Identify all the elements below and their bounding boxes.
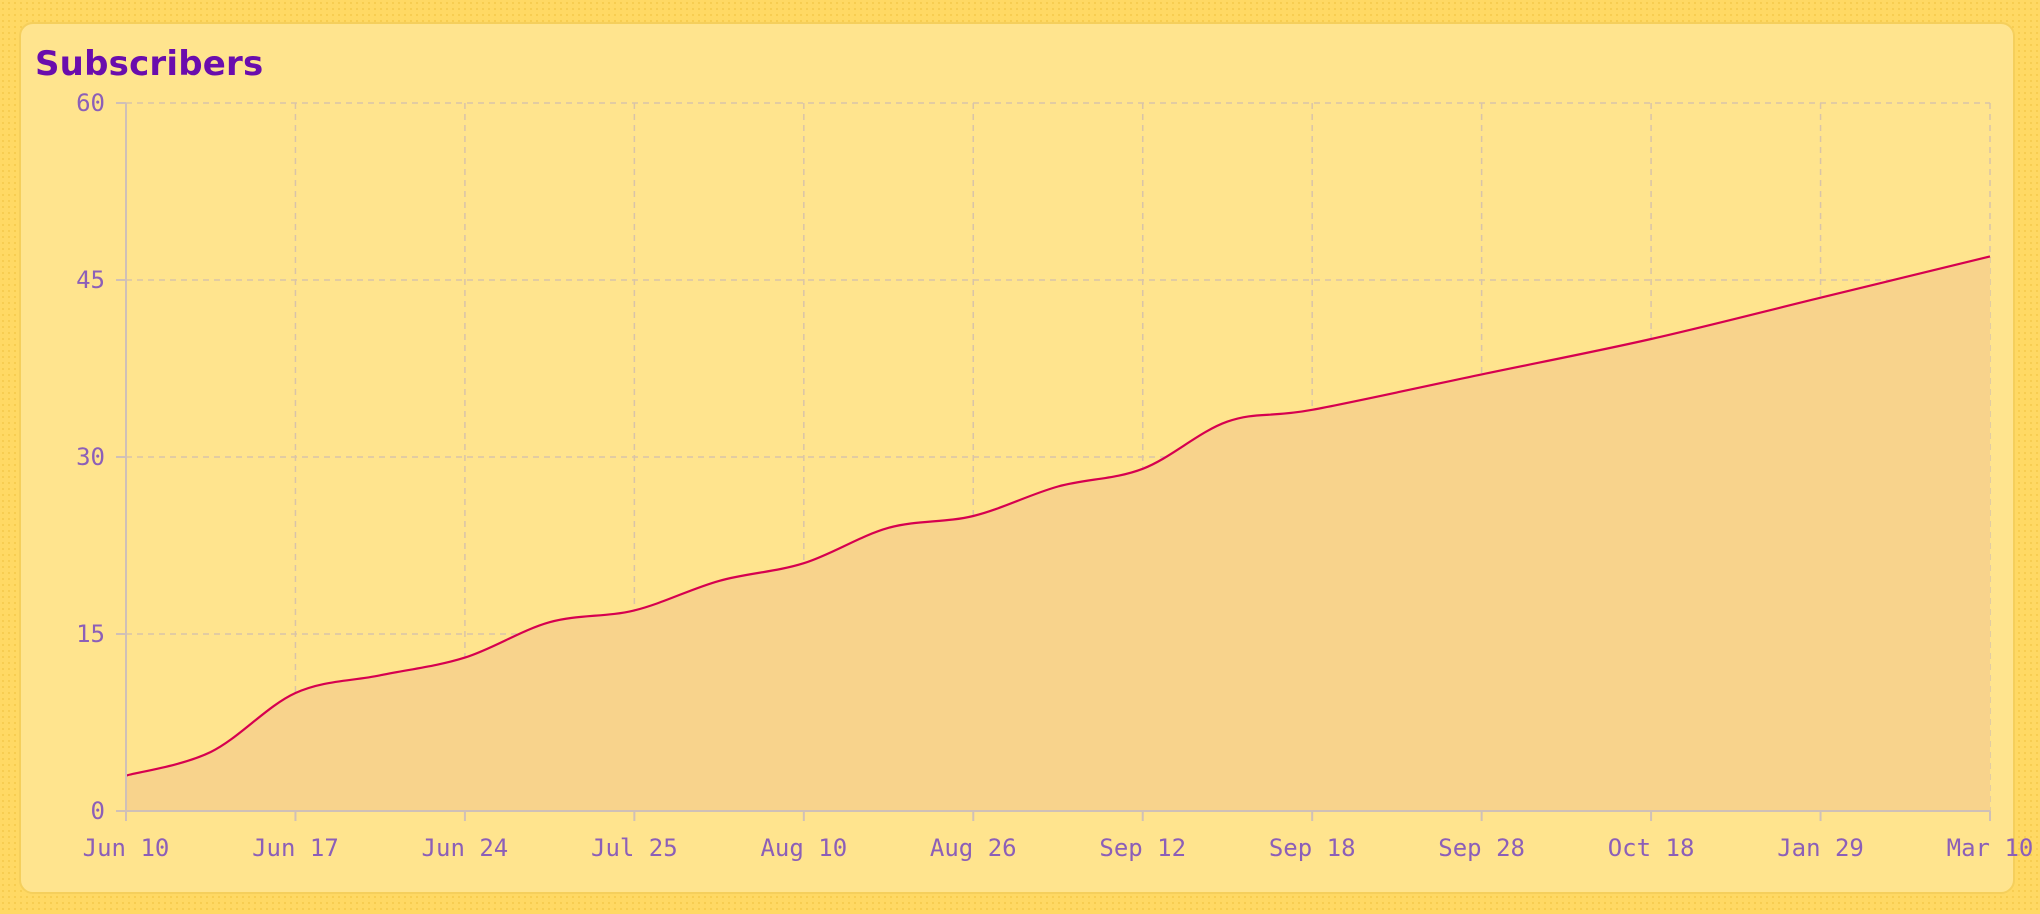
x-tick-label: Jan 29 [1777,834,1864,862]
y-tick-labels: 0 15 30 45 60 [76,89,105,825]
x-tick-label: Oct 18 [1608,834,1695,862]
x-tick-label: Jun 10 [83,834,170,862]
x-tick-label: Jun 17 [252,834,339,862]
x-tick-label: Sep 18 [1269,834,1356,862]
x-tick-label: Jun 24 [422,834,509,862]
y-tick-label: 0 [91,797,105,825]
area-layer [125,255,1991,811]
x-tick-label: Aug 26 [930,834,1017,862]
x-tick-label: Sep 28 [1438,834,1525,862]
x-tick-label: Aug 10 [760,834,847,862]
chart-title: Subscribers [35,44,264,84]
x-tick-labels: Jun 10 Jun 17 Jun 24 Jul 25 Aug 10 Aug 26 Sep … [83,834,2034,862]
x-tick-label: Jul 25 [591,834,678,862]
y-tick-label: 15 [76,620,105,648]
axes [116,102,1991,821]
area-fill [126,256,1990,811]
y-tick-label: 45 [76,266,105,294]
x-tick-label: Sep 12 [1099,834,1186,862]
y-tick-label: 60 [76,89,105,117]
series-line [125,255,1991,777]
y-tick-label: 30 [76,443,105,471]
x-tick-label: Mar 10 [1947,834,2034,862]
